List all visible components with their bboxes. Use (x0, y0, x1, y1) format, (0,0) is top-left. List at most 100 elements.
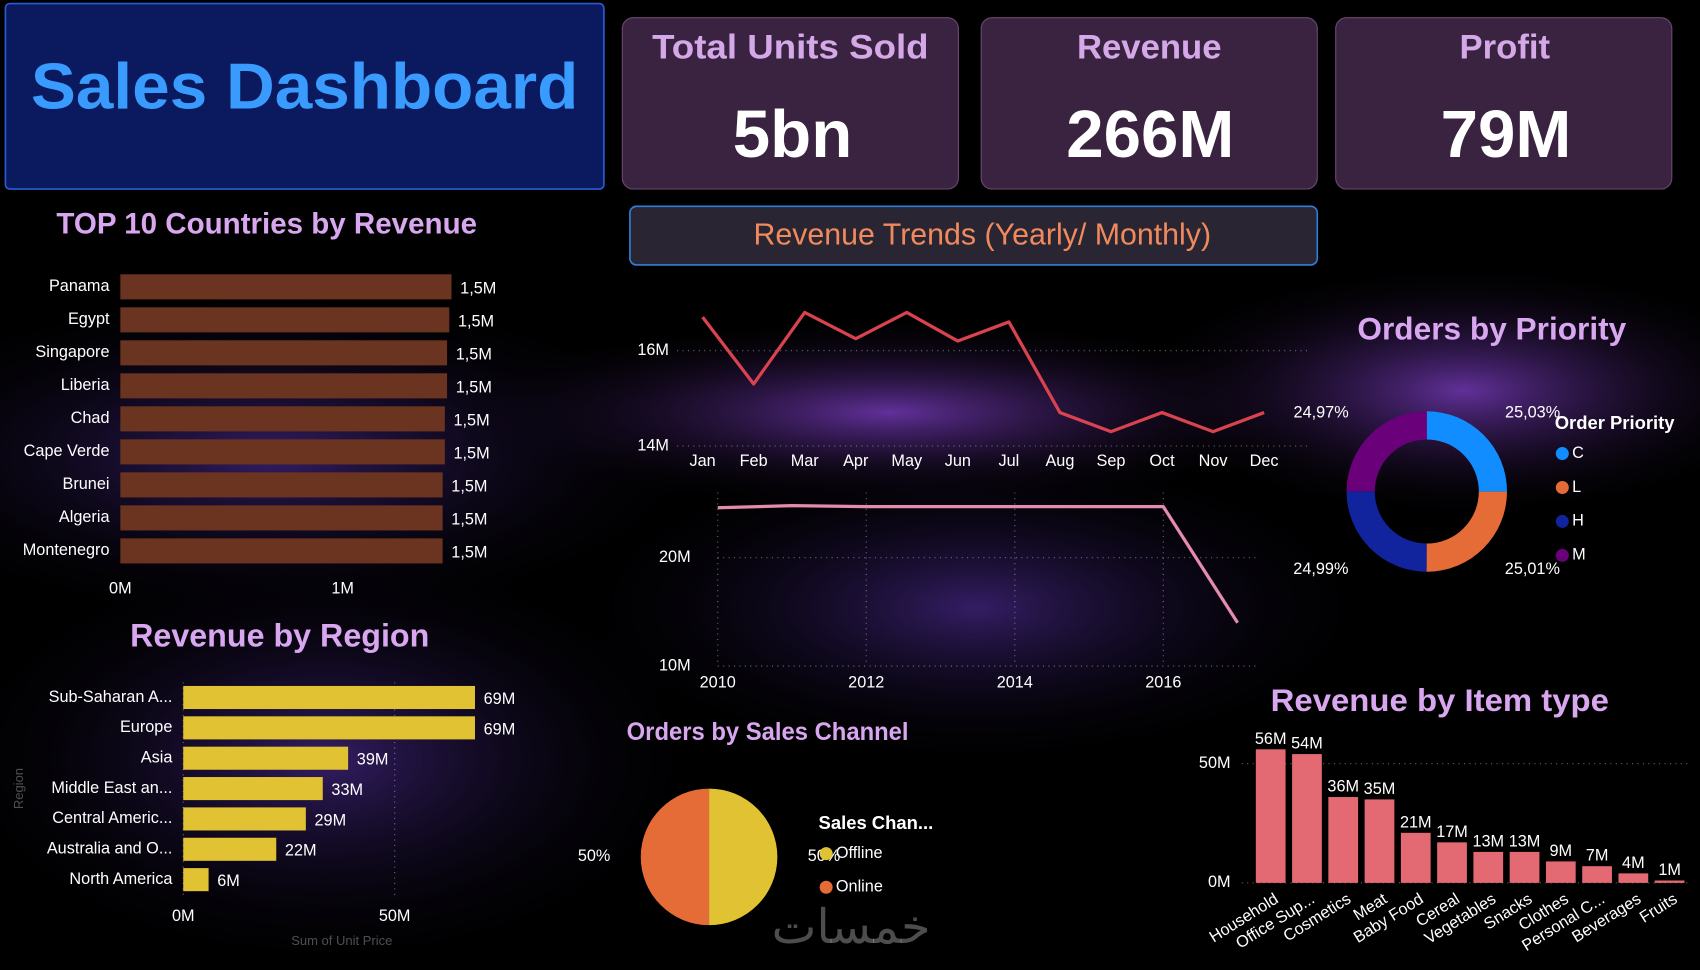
data-label: 1,5M (456, 378, 492, 396)
y-axis-title: Region (11, 768, 26, 809)
bar (1400, 832, 1431, 883)
y-tick-label: 14M (637, 436, 669, 454)
x-tick-label: Jun (945, 452, 971, 470)
category-label: Asia (141, 749, 174, 767)
bar (120, 439, 445, 465)
legend-swatch (1555, 447, 1569, 461)
legend-label: H (1572, 512, 1584, 530)
data-label: 9M (1550, 842, 1573, 860)
bar (1292, 754, 1322, 883)
data-label: 1,5M (460, 279, 496, 297)
glow (1116, 260, 1700, 521)
data-label: 1,5M (454, 444, 490, 462)
bar (1509, 851, 1540, 883)
data-label: 13M (1509, 832, 1541, 850)
category-label: Sub-Saharan A... (49, 688, 173, 706)
legend-swatch (1555, 548, 1569, 562)
data-label: 54M (1291, 735, 1323, 753)
chart-title: Orders by Priority (1357, 311, 1626, 346)
legend-label: Offline (836, 844, 883, 862)
x-tick-label: 2016 (1145, 674, 1181, 692)
data-label: 25,01% (1505, 560, 1560, 578)
bar (183, 807, 306, 831)
legend-title: Sales Chan... (819, 812, 934, 833)
bar (183, 837, 277, 861)
category-label: Montenegro (23, 541, 110, 559)
kpi-label: Revenue (1077, 28, 1222, 66)
kpi-label: Profit (1460, 28, 1551, 66)
category-label: North America (69, 870, 173, 888)
watermark: خمسات (772, 901, 931, 954)
data-label: 1,5M (458, 312, 494, 330)
kpi-value: 266M (1066, 97, 1234, 172)
legend-title: Order Priority (1555, 412, 1676, 433)
title-card (4, 2, 605, 190)
trends-button[interactable] (629, 205, 1319, 266)
data-label: 1,5M (451, 510, 487, 528)
category-label: Brunei (63, 475, 110, 493)
data-label: 24,99% (1293, 560, 1348, 578)
data-label: 13M (1472, 832, 1504, 850)
chart-title: Revenue by Region (130, 617, 429, 653)
bar (120, 307, 450, 333)
category-label: Middle East an... (51, 779, 172, 797)
x-tick-label: 2012 (848, 674, 884, 692)
slice (1426, 411, 1508, 492)
kpi-card (621, 17, 959, 190)
x-tick-label: May (891, 452, 923, 470)
data-label: 7M (1586, 847, 1609, 865)
x-tick-label: Oct (1149, 452, 1175, 470)
bar (183, 777, 323, 801)
bar (1364, 799, 1395, 883)
x-tick-label: Jul (998, 452, 1019, 470)
data-label: 1,5M (456, 345, 492, 363)
legend-label: Online (836, 878, 883, 896)
legend-swatch (819, 847, 833, 861)
x-tick-label: 2010 (700, 674, 736, 692)
y-tick-label: 10M (659, 656, 691, 674)
line (701, 310, 1265, 434)
kpi-value: 79M (1441, 97, 1572, 172)
x-tick-label: Jan (689, 452, 715, 470)
glow (563, 444, 1388, 771)
glow (0, 542, 716, 970)
x-tick-label: Apr (843, 452, 869, 470)
bar (1473, 851, 1504, 883)
data-label: 1,5M (454, 411, 490, 429)
data-label: 69M (484, 720, 516, 738)
slice (1346, 411, 1427, 492)
category-label: Central Americ... (52, 809, 172, 827)
data-label: 1M (1658, 861, 1681, 879)
bar (1582, 866, 1612, 883)
slice (1426, 491, 1508, 572)
x-tick-label: 2014 (997, 674, 1033, 692)
x-tick-label: 1M (331, 579, 354, 597)
data-label: 33M (331, 781, 363, 799)
legend-swatch (819, 880, 833, 894)
chart-title: Orders by Sales Channel (627, 718, 909, 746)
bar (183, 716, 475, 740)
y-tick-label: 0M (1208, 873, 1231, 891)
data-label: 6M (217, 872, 240, 890)
data-label: 17M (1436, 823, 1468, 841)
data-label: 39M (357, 751, 389, 769)
line (717, 503, 1239, 624)
kpi-card (1335, 17, 1673, 190)
legend-label: M (1572, 546, 1586, 564)
category-label: Panama (49, 277, 110, 295)
data-label: 4M (1622, 854, 1645, 872)
x-tick-label: Aug (1045, 452, 1074, 470)
x-axis-title: Sum of Unit Price (291, 933, 392, 948)
data-label: 29M (315, 811, 347, 829)
data-label: 36M (1327, 778, 1359, 796)
trends-button-label[interactable]: Revenue Trends (Yearly/ Monthly) (753, 219, 1211, 252)
data-label: 22M (285, 842, 317, 860)
legend-swatch (1555, 514, 1569, 528)
bar (1255, 749, 1286, 883)
bar (183, 868, 209, 892)
bar (1437, 842, 1467, 883)
y-tick-label: 50M (1199, 754, 1231, 772)
bar (183, 746, 349, 770)
bar (120, 406, 445, 432)
